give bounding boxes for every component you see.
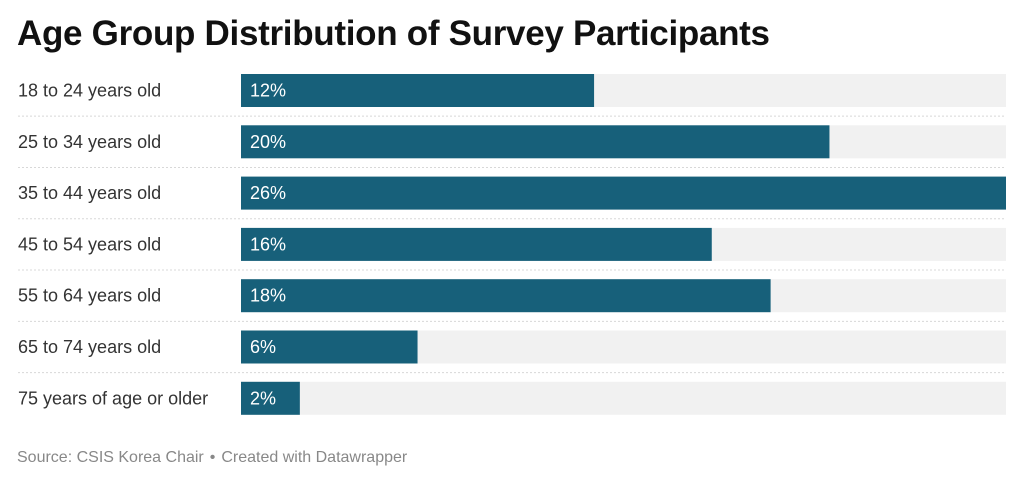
footer-separator: • xyxy=(210,449,216,466)
value-label: 18% xyxy=(250,286,286,306)
category-label: 25 to 34 years old xyxy=(18,132,161,152)
bar-row: 18 to 24 years old 12% xyxy=(18,74,1006,107)
value-label: 26% xyxy=(250,183,286,203)
bar xyxy=(241,279,771,312)
category-label: 35 to 44 years old xyxy=(18,183,161,203)
category-label: 55 to 64 years old xyxy=(18,286,161,306)
bar xyxy=(241,74,594,107)
value-label: 16% xyxy=(250,234,286,254)
bar-row: 25 to 34 years old 20% xyxy=(18,116,1006,158)
value-label: 12% xyxy=(250,81,286,101)
category-label: 65 to 74 years old xyxy=(18,337,161,357)
category-label: 45 to 54 years old xyxy=(18,234,161,254)
value-label: 2% xyxy=(250,388,276,408)
bar-row: 45 to 54 years old 16% xyxy=(18,219,1006,261)
bar xyxy=(241,177,1006,210)
chart-footer: Source: CSIS Korea Chair • Created with Da… xyxy=(17,449,407,467)
credit-link[interactable]: Created with Datawrapper xyxy=(221,449,407,466)
source-note: Source: CSIS Korea Chair xyxy=(17,449,204,466)
bar-row: 55 to 64 years old 18% xyxy=(18,270,1006,312)
bar-track xyxy=(241,382,1006,415)
category-label: 18 to 24 years old xyxy=(18,81,161,101)
category-label: 75 years of age or older xyxy=(18,388,208,408)
bar-row: 35 to 44 years old 26% xyxy=(18,167,1006,209)
bar-row: 65 to 74 years old 6% xyxy=(18,321,1006,363)
bar-row: 75 years of age or older 2% xyxy=(18,373,1006,415)
bar xyxy=(241,125,829,158)
value-label: 6% xyxy=(250,337,276,357)
bar-chart: 18 to 24 years old 12%25 to 34 years old 2… xyxy=(0,0,1024,486)
value-label: 20% xyxy=(250,132,286,152)
bar xyxy=(241,228,712,261)
